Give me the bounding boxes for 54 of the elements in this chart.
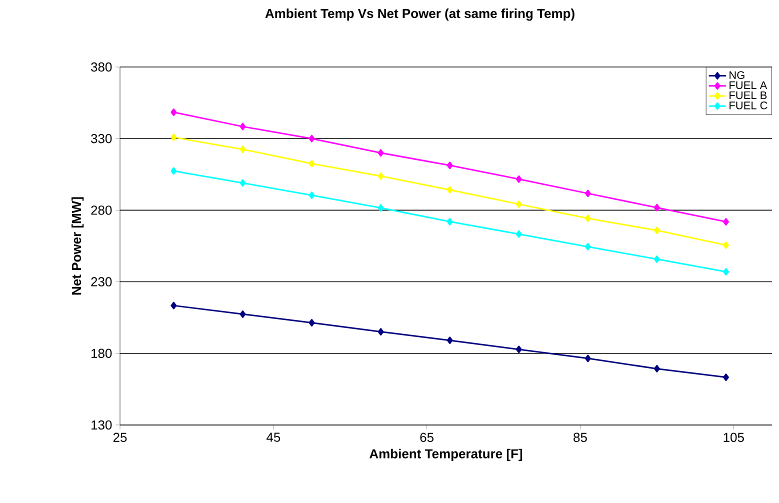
y-tick-label: 180 [92, 348, 112, 358]
point [722, 241, 729, 249]
y-tick-label: 130 [92, 420, 112, 430]
point [722, 374, 729, 382]
point [308, 318, 315, 326]
x-tick-label: 25 [113, 432, 127, 442]
point [308, 192, 315, 200]
x-tick-label: 105 [724, 432, 744, 442]
point [654, 226, 660, 234]
point [378, 204, 384, 212]
point [516, 346, 522, 354]
point [240, 122, 246, 130]
chart-title: Ambient Temp Vs Net Power (at same firing Temp) [265, 8, 574, 21]
point [584, 214, 591, 222]
y-tick-label: 280 [91, 206, 112, 215]
point [446, 218, 453, 226]
point [240, 179, 246, 187]
legend-label: FUEL C [730, 102, 768, 110]
point [170, 134, 177, 142]
legend-label: FUEL A [730, 81, 768, 90]
point [378, 328, 384, 336]
point [446, 336, 453, 344]
y-axis-title: Net Power [MW] [72, 197, 84, 295]
point [308, 134, 315, 142]
y-tick-label: 230 [91, 277, 112, 286]
point [378, 149, 384, 157]
point [170, 302, 177, 310]
point [654, 255, 660, 263]
legend-label: NG [730, 71, 744, 79]
y-tick-label: 380 [91, 62, 112, 72]
x-tick-label: 65 [420, 432, 434, 442]
point [446, 162, 453, 170]
x-tick-label: 85 [574, 432, 587, 442]
point [584, 354, 591, 362]
point [654, 364, 660, 372]
point [378, 172, 384, 180]
point [170, 108, 177, 116]
point [516, 200, 522, 208]
point [516, 230, 522, 238]
x-axis-title: Ambient Temperature [F] [370, 448, 522, 461]
point [654, 204, 660, 212]
point [308, 160, 315, 168]
point [446, 186, 453, 194]
point [584, 190, 591, 198]
point [722, 268, 729, 276]
point [516, 175, 522, 183]
y-tick-label: 330 [91, 134, 112, 144]
x-tick-label: 45 [266, 432, 280, 442]
point [170, 167, 177, 175]
point [240, 146, 246, 154]
legend-label: FUEL B [730, 91, 767, 100]
point [584, 242, 591, 250]
point [240, 310, 246, 318]
point [722, 218, 729, 226]
